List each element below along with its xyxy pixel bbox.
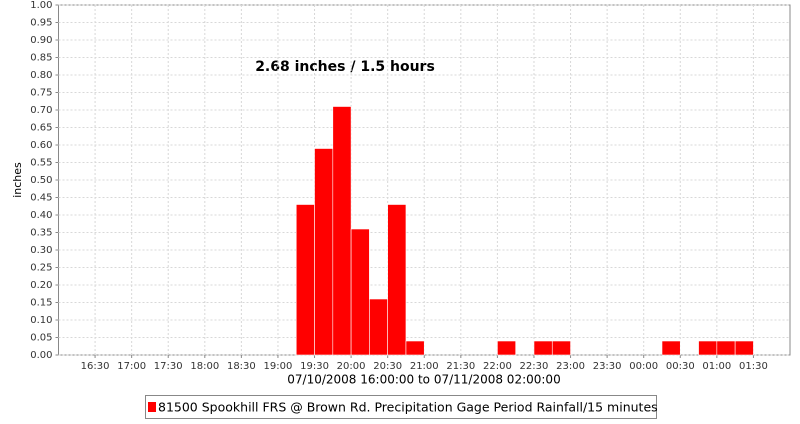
y-tick-label: 0.15 (30, 298, 52, 309)
x-tick-label: 22:30 (520, 361, 549, 372)
y-tick-label: 0.10 (30, 315, 52, 326)
y-tick-label: 0.25 (30, 263, 52, 274)
annotation: 2.68 inches / 1.5 hours (255, 59, 435, 75)
bar (314, 148, 334, 356)
x-tick-label: 18:00 (190, 361, 219, 372)
x-tick-label: 00:00 (629, 361, 658, 372)
y-tick-label: 0.40 (30, 210, 52, 221)
bar (332, 106, 352, 356)
y-tick-label: 0.70 (30, 105, 52, 116)
y-tick-label: 0.75 (30, 88, 52, 99)
x-tick-label: 01:00 (702, 361, 731, 372)
x-tick-label: 18:30 (227, 361, 256, 372)
x-tick-label: 20:00 (337, 361, 366, 372)
x-tick-label: 23:30 (593, 361, 622, 372)
x-tick-label: 21:00 (410, 361, 439, 372)
bar (405, 340, 425, 356)
bar (698, 340, 718, 356)
y-tick-label: 0.90 (30, 35, 52, 46)
x-tick-label: 00:30 (666, 361, 695, 372)
y-tick-label: 1.00 (30, 0, 52, 11)
y-tick-label: 0.20 (30, 280, 52, 291)
x-tick-label: 16:30 (81, 361, 110, 372)
y-tick-label: 0.50 (30, 175, 52, 186)
bar (551, 340, 571, 356)
legend (145, 395, 657, 419)
x-tick-label: 20:30 (373, 361, 402, 372)
bar (350, 228, 370, 356)
y-tick-label: 0.65 (30, 123, 52, 134)
bar (295, 204, 315, 356)
y-tick-label: 0.95 (30, 18, 52, 29)
x-axis-label: 07/10/2008 16:00:00 to 07/11/2008 02:00:… (287, 373, 560, 387)
x-tick-label: 19:30 (300, 361, 329, 372)
y-tick-label: 0.80 (30, 70, 52, 81)
bar (533, 340, 553, 356)
x-tick-label: 22:00 (483, 361, 512, 372)
bar (387, 204, 407, 356)
bar (734, 340, 754, 356)
bar (497, 340, 516, 356)
y-tick-label: 0.35 (30, 228, 52, 239)
bar (716, 340, 736, 356)
x-tick-label: 21:30 (446, 361, 475, 372)
y-tick-label: 0.00 (30, 350, 52, 361)
y-tick-label: 0.30 (30, 245, 52, 256)
x-tick-label: 01:30 (739, 361, 768, 372)
bar (369, 298, 388, 356)
y-tick-label: 0.55 (30, 158, 52, 169)
legend-swatch (148, 402, 156, 412)
legend-label: 81500 Spookhill FRS @ Brown Rd. Precipit… (158, 400, 658, 415)
y-tick-label: 0.05 (30, 333, 52, 344)
y-tick-label: 0.45 (30, 193, 52, 204)
bar (661, 340, 681, 356)
x-tick-label: 17:00 (117, 361, 146, 372)
y-axis-label: inches (11, 162, 24, 198)
x-tick-label: 17:30 (154, 361, 183, 372)
x-tick-label: 19:00 (264, 361, 293, 372)
y-tick-label: 0.60 (30, 140, 52, 151)
y-tick-label: 0.85 (30, 53, 52, 64)
x-tick-label: 23:00 (556, 361, 585, 372)
